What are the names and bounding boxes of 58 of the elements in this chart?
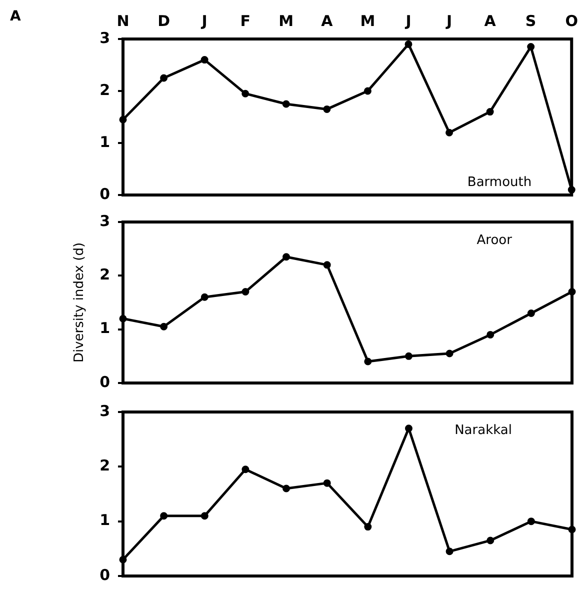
point bbox=[323, 479, 331, 487]
y-tick-label: 2 bbox=[100, 80, 110, 99]
x-tick-label: J bbox=[445, 12, 452, 30]
point bbox=[404, 424, 412, 432]
point bbox=[486, 108, 494, 116]
point bbox=[446, 128, 454, 136]
point bbox=[282, 253, 290, 261]
point bbox=[160, 322, 168, 330]
point bbox=[160, 74, 168, 82]
y-tick-label: 3 bbox=[100, 28, 110, 47]
point bbox=[242, 466, 250, 474]
point bbox=[323, 105, 331, 113]
point bbox=[200, 56, 208, 64]
point bbox=[527, 43, 535, 51]
y-tick-label: 3 bbox=[100, 212, 110, 230]
y-axis-title: Diversity index (d) bbox=[72, 242, 88, 363]
point bbox=[200, 293, 208, 301]
text: Aroor bbox=[476, 232, 513, 248]
point bbox=[364, 523, 372, 531]
y-tick-label: 3 bbox=[100, 402, 110, 420]
point bbox=[527, 518, 535, 526]
point bbox=[446, 350, 454, 358]
x-tick-label: N bbox=[116, 12, 130, 30]
point bbox=[282, 100, 290, 108]
x-tick-label: A bbox=[484, 12, 496, 30]
point bbox=[200, 512, 208, 520]
point bbox=[323, 261, 331, 269]
y-tick-label: 0 bbox=[100, 566, 110, 584]
x-tick-label: O bbox=[565, 12, 578, 30]
point bbox=[242, 90, 250, 98]
point bbox=[446, 548, 454, 556]
x-tick-label: J bbox=[200, 12, 208, 30]
y-tick-label: 0 bbox=[100, 372, 110, 391]
point bbox=[242, 288, 250, 296]
point bbox=[527, 309, 535, 317]
y-tick-label: 1 bbox=[100, 511, 110, 530]
x-tick-label: M bbox=[278, 12, 294, 30]
point bbox=[486, 330, 494, 338]
x-tick-label: M bbox=[360, 12, 376, 30]
y-tick-label: 1 bbox=[100, 319, 110, 338]
y-tick-label: 0 bbox=[100, 184, 110, 203]
point bbox=[486, 536, 494, 544]
y-tick-label: 2 bbox=[100, 456, 110, 475]
x-tick-label: F bbox=[240, 12, 250, 30]
point bbox=[404, 40, 412, 48]
point bbox=[160, 512, 168, 520]
y-tick-label: 1 bbox=[100, 132, 110, 151]
point bbox=[282, 484, 290, 492]
x-tick-label: D bbox=[158, 12, 170, 30]
point bbox=[364, 358, 372, 366]
x-tick-label: J bbox=[404, 12, 412, 30]
y-tick-label: 2 bbox=[100, 266, 110, 284]
text: Narakkal bbox=[454, 422, 512, 438]
text: Barmouth bbox=[467, 174, 532, 190]
x-tick-label: A bbox=[321, 12, 334, 30]
point bbox=[364, 87, 372, 95]
x-tick-label: S bbox=[525, 12, 536, 30]
point bbox=[404, 352, 412, 360]
